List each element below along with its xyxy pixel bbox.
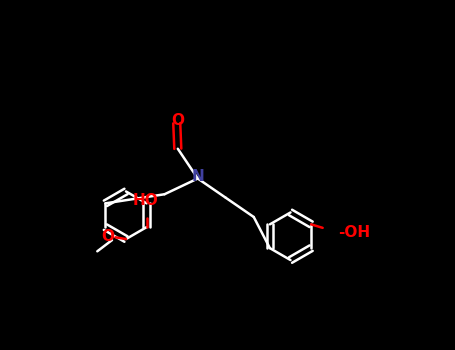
Text: N: N — [192, 169, 205, 184]
Text: O: O — [172, 113, 185, 128]
Text: HO: HO — [133, 193, 159, 208]
Text: -OH: -OH — [339, 225, 370, 239]
Text: O: O — [101, 229, 114, 244]
